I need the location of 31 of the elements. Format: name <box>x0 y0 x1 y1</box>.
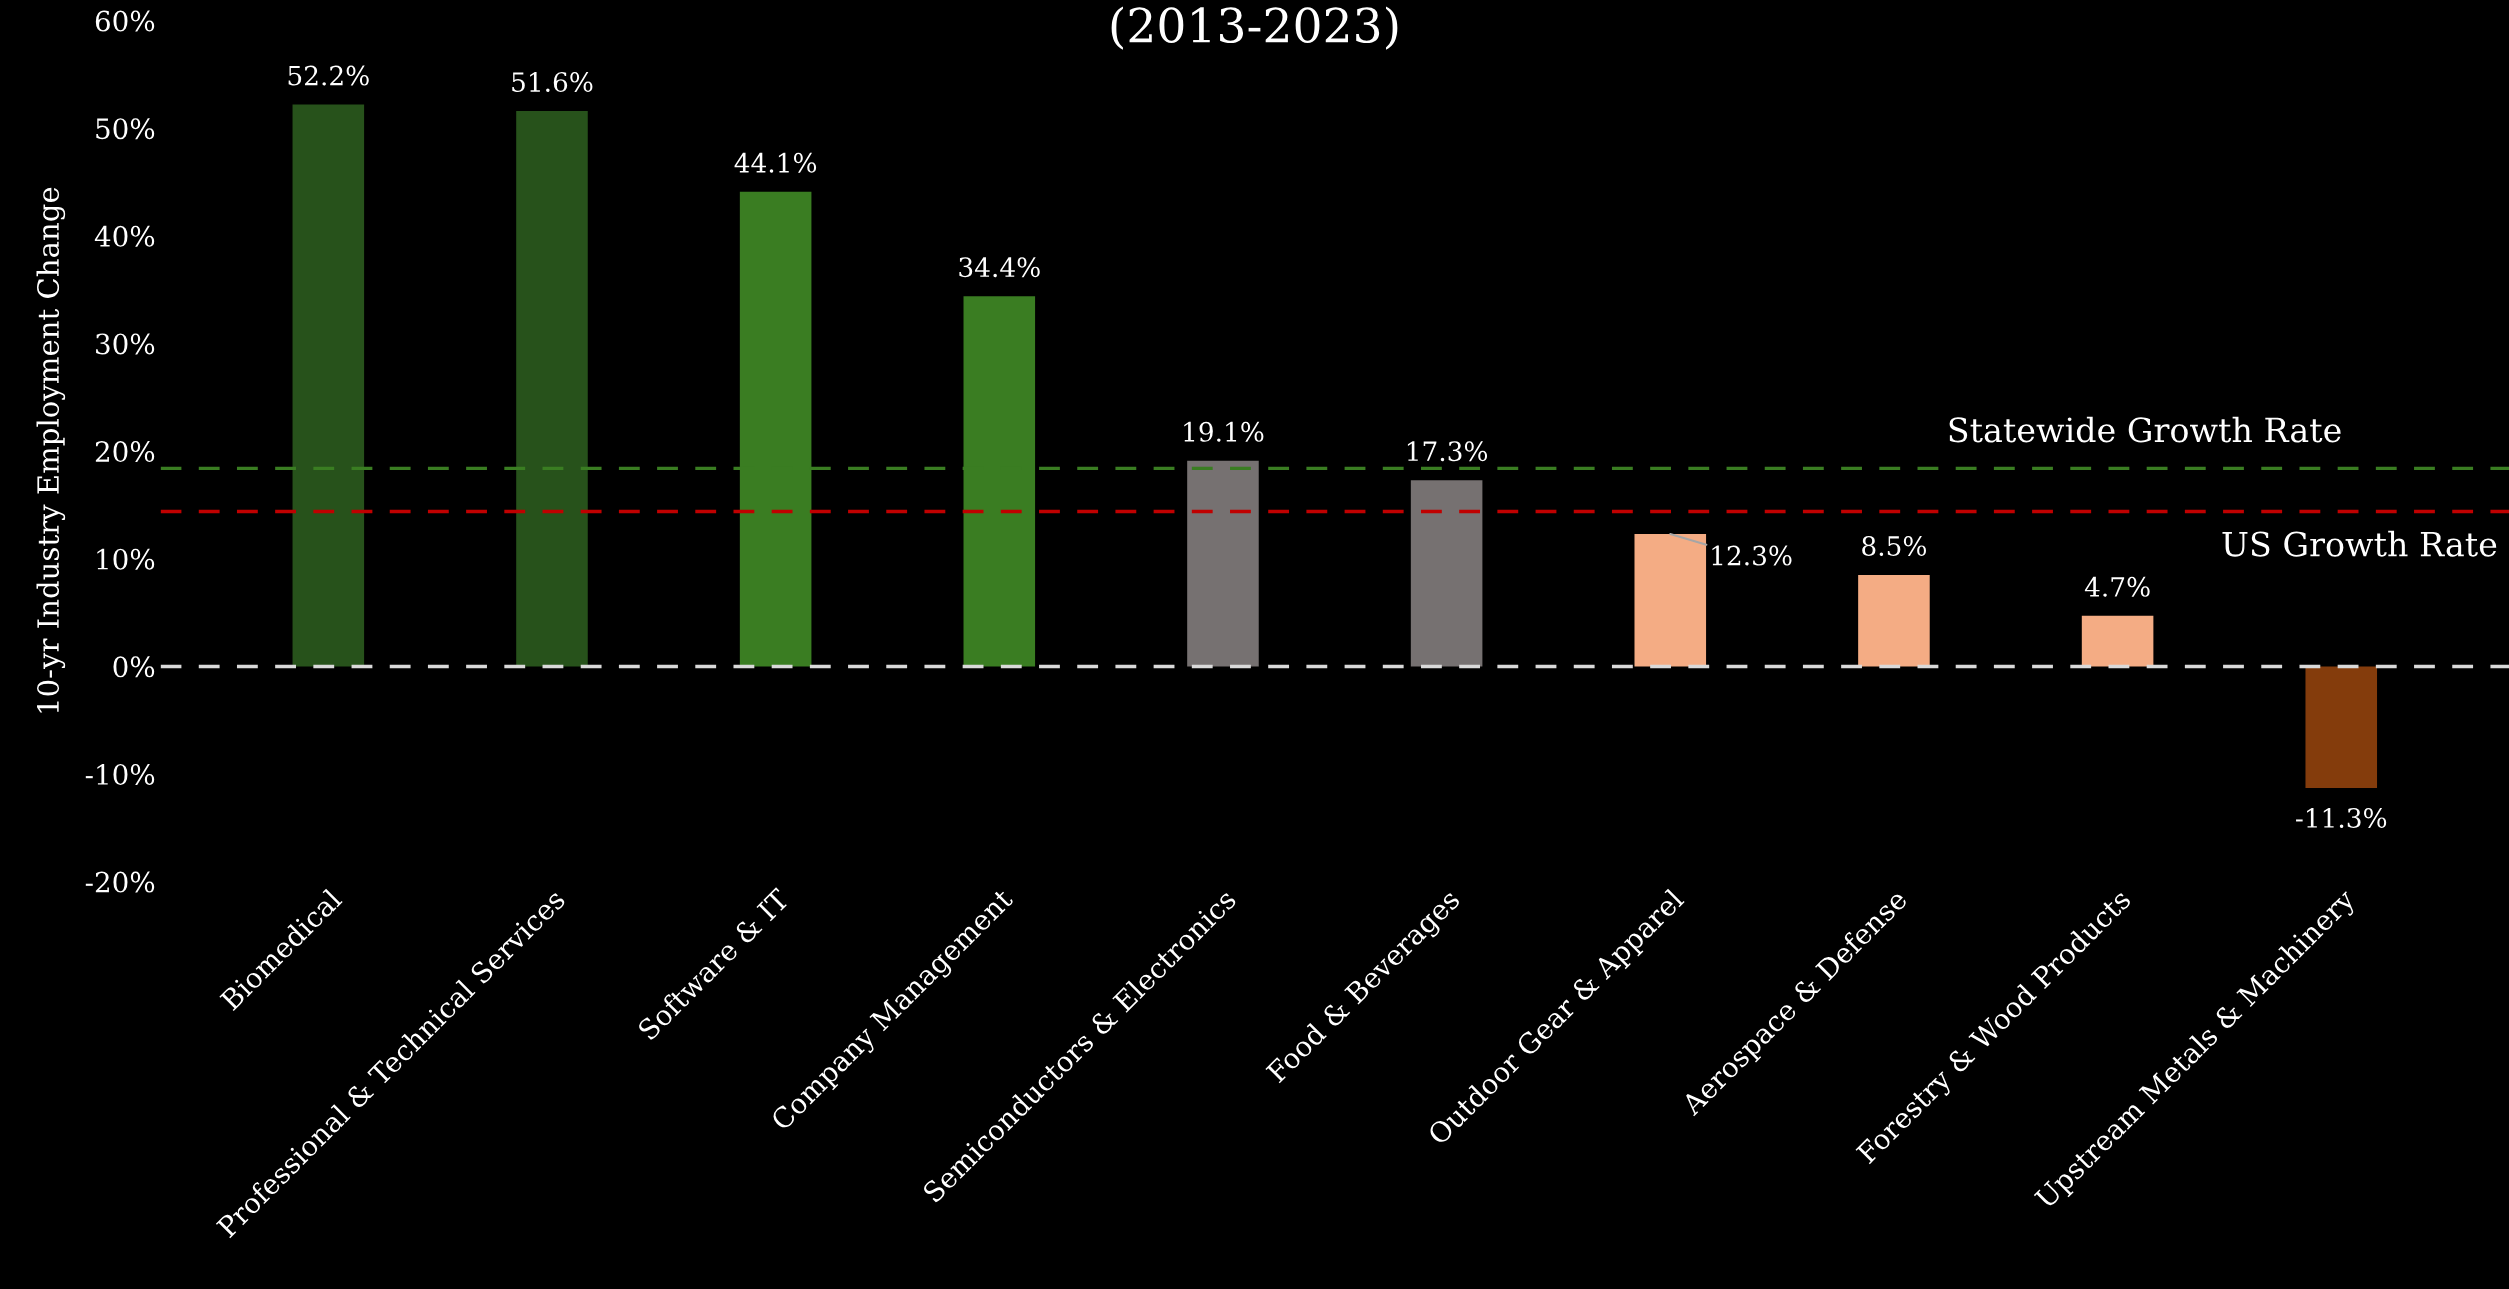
y-tick-label: 10% <box>97 548 155 570</box>
data-label: -11.3% <box>2296 807 2387 828</box>
y-axis-title: 10-yr Industry Employment Change <box>36 187 66 713</box>
bar <box>1187 460 1259 667</box>
bar <box>2081 615 2154 667</box>
bar <box>1858 574 1930 667</box>
data-label: 19.1% <box>1184 421 1264 442</box>
data-label: 8.5% <box>1862 535 1926 556</box>
y-tick-label: 40% <box>94 225 155 247</box>
data-label: 4.7% <box>2084 576 2150 597</box>
y-tick-label: -10% <box>85 763 155 785</box>
chart-title: (2013-2023) <box>1111 6 1398 50</box>
ref-line-label: Statewide Growth Rate <box>1949 416 2341 443</box>
bar <box>2305 666 2378 789</box>
y-tick-label: 0% <box>113 656 155 678</box>
y-tick-label: 60% <box>95 10 155 32</box>
data-label: 17.3% <box>1407 441 1488 462</box>
data-label: 12.3% <box>1712 545 1792 566</box>
data-label: 51.6% <box>512 72 593 93</box>
ref-line-label: US Growth Rate <box>2222 530 2497 557</box>
bar <box>292 104 365 667</box>
y-tick-label: 50% <box>96 118 155 140</box>
y-tick-label: 30% <box>96 333 155 355</box>
data-label: 34.4% <box>959 257 1040 278</box>
y-tick-label: 20% <box>95 441 155 463</box>
bar <box>1634 534 1707 667</box>
y-tick-label: -20% <box>85 871 155 893</box>
bar <box>516 111 588 667</box>
bar <box>1410 480 1483 667</box>
data-label: 44.1% <box>734 152 817 173</box>
data-label: 52.2% <box>288 65 369 86</box>
